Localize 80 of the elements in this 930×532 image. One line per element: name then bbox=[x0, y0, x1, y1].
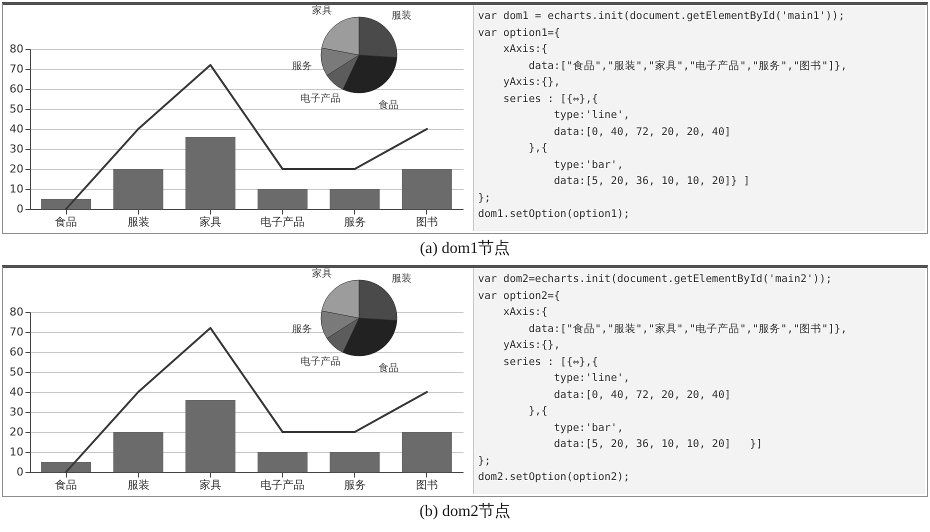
text: data:["食品","服装","家具","电子产品","服务","图书"]}, bbox=[528, 60, 847, 72]
bar bbox=[402, 432, 452, 472]
slice-label: 服装 bbox=[391, 272, 412, 284]
text: series : [{⇔},{ bbox=[503, 356, 598, 368]
slice-label: 服装 bbox=[391, 9, 412, 22]
y-tick-label: 0 bbox=[16, 202, 24, 216]
text: type:'line', bbox=[554, 372, 630, 384]
y-tick-label: 60 bbox=[10, 82, 24, 96]
slice-label: 食品 bbox=[378, 98, 399, 111]
x-tick-label: 图书 bbox=[416, 478, 438, 492]
x-tick-label: 电子产品 bbox=[260, 478, 305, 492]
y-tick-label: 50 bbox=[10, 366, 24, 378]
text: var option2={ bbox=[478, 290, 560, 302]
text: series : [{⇔},{ bbox=[503, 92, 598, 104]
text: (b) dom2节点 bbox=[418, 502, 512, 522]
x-tick-label: 食品 bbox=[55, 478, 78, 492]
text: dom1.setOption(option1); bbox=[478, 208, 630, 220]
text: }; bbox=[478, 192, 491, 204]
slice-label: 服务 bbox=[292, 322, 312, 335]
text: yAxis:{}, bbox=[503, 76, 560, 88]
text: data:[5, 20, 36, 10, 10, 20] }] bbox=[554, 438, 762, 450]
text: },{ bbox=[528, 142, 548, 154]
bar bbox=[330, 189, 380, 209]
y-tick-label: 50 bbox=[10, 102, 24, 116]
text: var dom2=echarts.init(document.getElementById('main2')); bbox=[478, 273, 832, 285]
x-tick-label: 电子产品 bbox=[260, 216, 305, 228]
y-tick-label: 40 bbox=[10, 386, 24, 398]
bar bbox=[41, 199, 92, 209]
x-tick-label: 服装 bbox=[127, 216, 150, 228]
bar bbox=[185, 137, 236, 209]
bar bbox=[113, 169, 164, 209]
y-tick-label: 80 bbox=[10, 42, 24, 56]
text: data:["食品","服装","家具","电子产品","服务","图书"]}, bbox=[528, 322, 847, 334]
text: data:[0, 40, 72, 20, 20, 40] bbox=[554, 126, 731, 138]
y-tick-label: 10 bbox=[10, 446, 24, 458]
text: xAxis:{ bbox=[503, 306, 548, 318]
text: type:'bar', bbox=[554, 158, 624, 170]
slice-label: 家具 bbox=[312, 267, 332, 280]
x-tick-label: 家具 bbox=[199, 478, 222, 492]
y-tick-label: 30 bbox=[10, 406, 24, 418]
slice-label: 服务 bbox=[292, 60, 312, 72]
slice-label: 食品 bbox=[378, 362, 399, 374]
x-tick-label: 家具 bbox=[199, 216, 222, 228]
x-tick-label: 服务 bbox=[344, 216, 366, 228]
y-tick-label: 10 bbox=[10, 182, 24, 196]
text: data:[0, 40, 72, 20, 20, 40] bbox=[554, 388, 731, 400]
text: yAxis:{}, bbox=[503, 339, 560, 351]
bar bbox=[258, 189, 308, 209]
y-tick-label: 60 bbox=[10, 346, 24, 358]
x-tick-label: 服装 bbox=[127, 478, 150, 492]
y-tick-label: 30 bbox=[10, 142, 24, 156]
text: var option1={ bbox=[478, 26, 560, 38]
y-tick-label: 0 bbox=[16, 466, 24, 478]
y-tick-label: 20 bbox=[10, 162, 24, 176]
y-tick-label: 80 bbox=[10, 306, 24, 318]
x-tick-label: 食品 bbox=[55, 216, 78, 228]
slice-label: 电子产品 bbox=[300, 92, 341, 105]
text: }; bbox=[478, 454, 491, 466]
bar bbox=[402, 169, 452, 209]
bar bbox=[41, 462, 92, 472]
slice-label: 电子产品 bbox=[300, 356, 341, 368]
y-tick-label: 40 bbox=[10, 122, 24, 136]
text: (a) dom1节点 bbox=[418, 238, 512, 259]
text: dom2.setOption(option2); bbox=[478, 471, 630, 483]
bar bbox=[185, 400, 236, 472]
slice-label: 家具 bbox=[312, 4, 332, 16]
y-tick-label: 70 bbox=[10, 326, 24, 338]
text: type:'bar', bbox=[554, 422, 624, 434]
x-tick-label: 图书 bbox=[416, 216, 438, 228]
text: type:'line', bbox=[554, 109, 630, 121]
text: var dom1 = echarts.init(document.getElementById('main1')); bbox=[478, 10, 845, 22]
bar bbox=[258, 452, 308, 472]
text: xAxis:{ bbox=[503, 43, 548, 55]
y-tick-label: 20 bbox=[10, 426, 24, 438]
y-tick-label: 70 bbox=[10, 62, 24, 76]
text: data:[5, 20, 36, 10, 10, 20]} ] bbox=[554, 175, 750, 187]
text: },{ bbox=[528, 405, 548, 417]
x-tick-label: 服务 bbox=[344, 478, 366, 492]
bar bbox=[330, 452, 380, 472]
bar bbox=[113, 432, 164, 472]
